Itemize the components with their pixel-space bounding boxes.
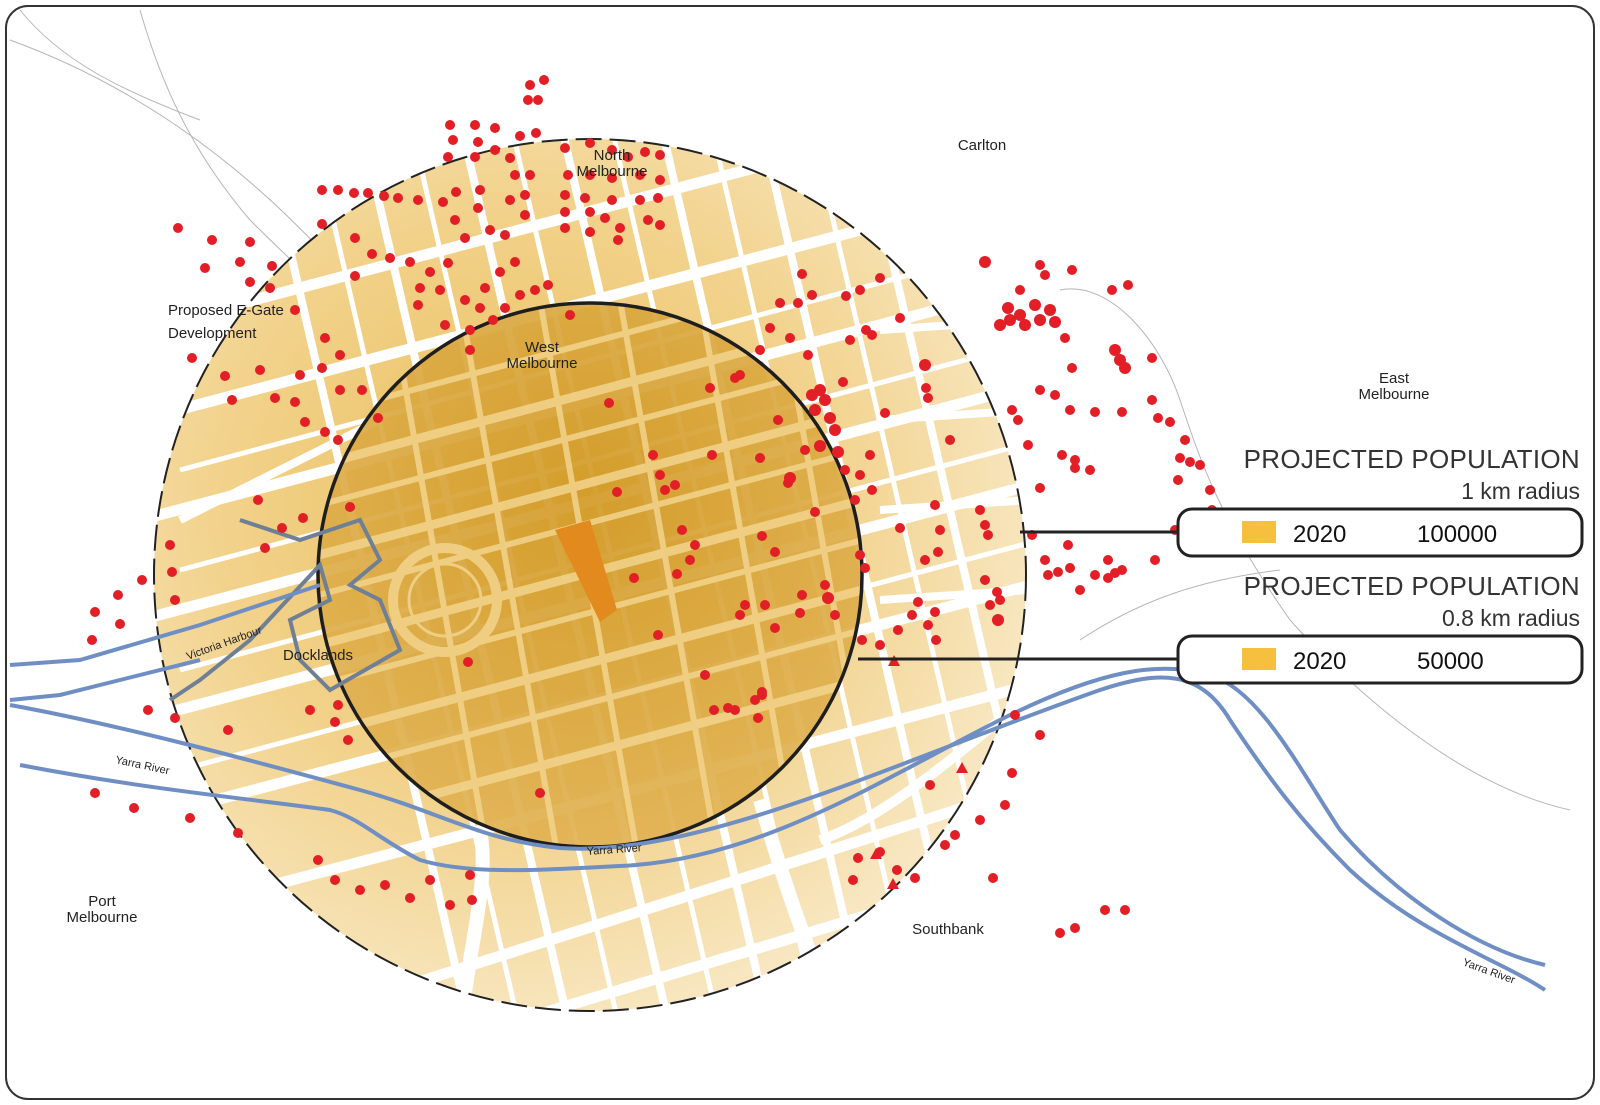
legend-year: 2020: [1293, 648, 1346, 675]
label-east-melbourne-line2: Melbourne: [1359, 386, 1430, 403]
label-egate-line2: Development: [168, 325, 257, 342]
color-swatch-icon: [1242, 648, 1276, 670]
population-markers: [87, 75, 1217, 938]
color-swatch-icon: [1242, 521, 1276, 543]
label-north-melbourne-line2: Melbourne: [577, 163, 648, 180]
legend-title: PROJECTED POPULATION: [1244, 444, 1580, 474]
legend-inner-radius: PROJECTED POPULATION 0.8 km radius 2020 …: [1176, 571, 1584, 685]
label-carlton: Carlton: [958, 137, 1006, 154]
docklands-harbour-outline: [168, 517, 403, 702]
legend-title: PROJECTED POPULATION: [1244, 571, 1580, 601]
label-port-melbourne-line1: Port: [88, 893, 116, 910]
legend-radius: 1 km radius: [1461, 478, 1580, 504]
site-parcel: [555, 520, 617, 622]
legend-box: [1176, 634, 1584, 685]
label-yarra-river-centre: Yarra River: [586, 842, 642, 858]
legend-value: 100000: [1417, 521, 1497, 548]
legend-year: 2020: [1293, 521, 1346, 548]
yarra-river: [9, 583, 1547, 992]
label-west-melbourne-line1: West: [525, 339, 560, 356]
label-southbank: Southbank: [912, 921, 984, 938]
label-east-melbourne-line1: East: [1379, 370, 1410, 387]
legend-radius: 0.8 km radius: [1442, 605, 1580, 631]
legend-outer-radius: PROJECTED POPULATION 1 km radius 2020 10…: [1176, 444, 1584, 558]
label-north-melbourne-line1: North: [594, 147, 631, 164]
legend-value: 50000: [1417, 648, 1484, 675]
label-docklands: Docklands: [283, 647, 353, 664]
label-west-melbourne-line2: Melbourne: [507, 355, 578, 372]
legend-box: [1176, 507, 1584, 558]
label-port-melbourne-line2: Melbourne: [67, 909, 138, 926]
label-egate-line1: Proposed E-Gate: [168, 302, 284, 319]
